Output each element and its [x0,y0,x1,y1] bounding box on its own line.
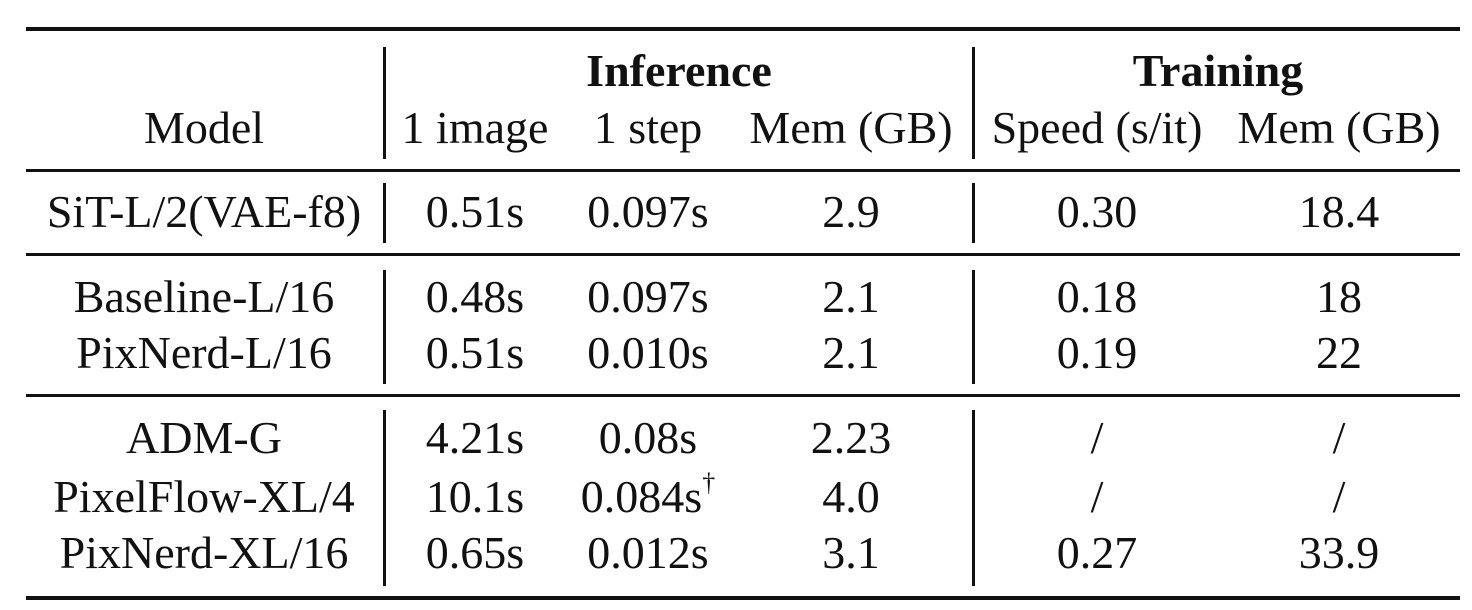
model-divider [383,270,386,384]
table-cell: / [1332,471,1346,522]
table-cell: 0.19 [1056,327,1138,378]
model-cell: Baseline-L/16 [73,271,335,322]
model-cell: PixNerd-XL/16 [59,527,349,578]
model-cell: PixNerd-L/16 [76,327,332,378]
table-cell: 22 [1316,327,1362,378]
table-cell: 0.010s [587,327,709,378]
column-header: 1 step [593,102,703,153]
bottom-rule [26,596,1460,600]
top-rule [26,27,1460,31]
table-cell: 0.30 [1056,186,1138,237]
group2-rule [26,394,1460,397]
table-cell: 0.084s† [580,470,715,522]
table-cell: 0.48s [425,271,525,322]
model-cell: PixelFlow-XL/4 [53,471,355,522]
table-cell: 0.27 [1056,527,1138,578]
table-cell: 18.4 [1298,186,1380,237]
table-cell: 4.21s [425,412,525,463]
table-cell: / [1332,412,1346,463]
table-cell: 0.65s [425,527,525,578]
column-header: Model [143,102,265,153]
training-group-header: Training [1132,45,1304,96]
model-cell: ADM-G [126,412,282,463]
model-divider [383,183,386,243]
table-cell: 0.51s [425,327,525,378]
table-cell: 18 [1316,271,1362,322]
model-cell: SiT-L/2(VAE-f8) [46,186,362,237]
group1-rule [26,253,1460,256]
table-cell: 0.012s [587,527,709,578]
inference-group-header: Inference [586,45,772,96]
table-cell: 4.0 [822,471,880,522]
column-header: 1 image [401,102,549,153]
step-time-value: 0.084s [580,471,703,522]
table-cell: 3.1 [822,527,880,578]
table-cell: 2.23 [810,412,892,463]
table-cell: 33.9 [1298,527,1380,578]
table-cell: 0.18 [1056,271,1138,322]
table-cell: 0.097s [587,271,709,322]
group-divider [972,410,975,586]
group-divider [972,183,975,243]
table-cell: 2.1 [822,271,880,322]
table-cell: 10.1s [425,471,525,522]
header-rule [26,169,1460,172]
table-cell: / [1090,471,1104,522]
table-cell: 0.097s [587,186,709,237]
group-divider [972,47,975,159]
column-header: Mem (GB) [749,102,953,153]
table-cell: / [1090,412,1104,463]
model-divider [383,47,386,159]
model-divider [383,410,386,586]
table-cell: 2.9 [822,186,880,237]
table-cell: 0.08s [598,412,698,463]
footnote-dagger: † [702,468,716,497]
table-cell: 2.1 [822,327,880,378]
column-header: Mem (GB) [1237,102,1441,153]
table-cell: 0.51s [425,186,525,237]
group-divider [972,270,975,384]
column-header: Speed (s/it) [991,102,1203,153]
